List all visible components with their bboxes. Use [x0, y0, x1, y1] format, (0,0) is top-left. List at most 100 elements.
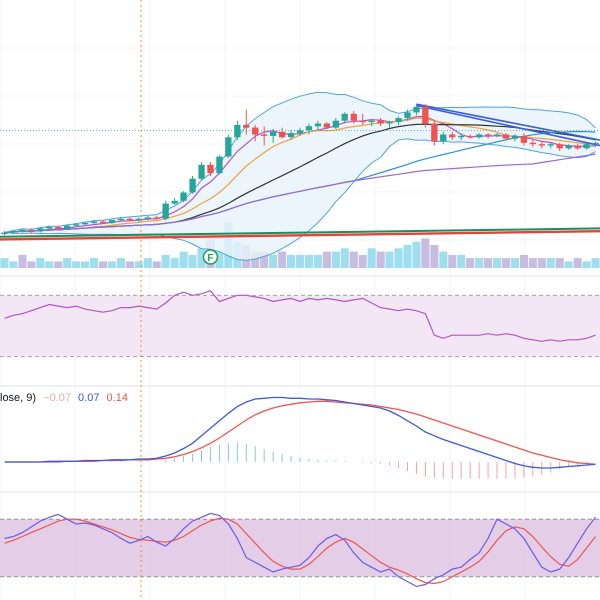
- candle-body: [458, 135, 465, 138]
- histogram-value: 0.14: [106, 392, 128, 404]
- volume-bar: [215, 251, 224, 268]
- volume-bar: [152, 261, 161, 268]
- earnings-flag-icon: [202, 249, 219, 265]
- candle-body: [583, 144, 590, 149]
- candle-body: [377, 120, 384, 124]
- volume-bar: [81, 261, 90, 268]
- volume-bar: [0, 258, 9, 268]
- candle-body: [386, 122, 393, 124]
- volume-bar: [349, 251, 358, 268]
- volume-bar: [125, 261, 134, 268]
- volume-bar: [564, 261, 573, 268]
- volume-bar: [519, 254, 528, 268]
- candle-body: [493, 134, 501, 136]
- volume-bar: [179, 251, 188, 268]
- candle-body: [64, 225, 71, 229]
- candle-body: [90, 221, 98, 223]
- macd-value: −0.07: [43, 392, 71, 404]
- volume-bar: [582, 261, 591, 268]
- candle-body: [395, 118, 402, 123]
- volume-bar: [403, 245, 412, 268]
- candle-body: [1, 232, 8, 234]
- macd-legend-prefix: lose, 9): [0, 392, 37, 404]
- volume-bar: [358, 254, 367, 268]
- volume-bar: [484, 258, 493, 268]
- volume-bar: [143, 258, 152, 268]
- candle-body: [502, 134, 510, 139]
- ma-60-line: [4, 153, 596, 234]
- volume-bar: [537, 258, 546, 268]
- candle-body: [261, 134, 268, 136]
- candle-body: [279, 131, 286, 138]
- candle-body: [99, 221, 107, 223]
- candle-body: [225, 137, 232, 157]
- macd-line: [4, 396, 596, 469]
- volume-bar: [269, 254, 278, 268]
- volume-bar: [331, 251, 340, 268]
- bollinger-upper: [4, 91, 596, 234]
- candle-body: [305, 126, 313, 131]
- candle-body: [565, 145, 572, 149]
- volume-bar: [394, 248, 403, 268]
- volume-bar: [72, 261, 81, 268]
- volume-bar: [287, 254, 296, 268]
- candle-body: [484, 134, 492, 136]
- volume-bar: [188, 254, 197, 268]
- macd-pane: [4, 396, 596, 479]
- candle-body: [314, 123, 322, 127]
- candle-body: [46, 227, 53, 229]
- volume-bar: [36, 258, 45, 268]
- candle-body: [296, 130, 304, 134]
- volume-bar: [9, 261, 18, 268]
- volume-bar: [528, 258, 537, 268]
- volume-bar: [116, 258, 125, 268]
- volume-bar: [161, 254, 170, 268]
- volume-bar: [251, 251, 260, 268]
- candle-body: [216, 156, 223, 174]
- candle-body: [538, 144, 545, 146]
- volume-bar: [439, 251, 448, 268]
- candle-body: [144, 217, 151, 219]
- candle-body: [476, 134, 483, 138]
- stochastic-band: [0, 519, 600, 577]
- ma-long-green-line: [0, 227, 600, 238]
- ma-long-red-line: [0, 229, 600, 241]
- volume-bar: [90, 258, 99, 268]
- candle-body: [467, 135, 474, 138]
- signal-value: 0.07: [78, 392, 100, 404]
- candle-body: [126, 218, 133, 221]
- volume-bar: [260, 251, 269, 268]
- candle-body: [135, 218, 142, 221]
- candle-body: [547, 144, 554, 146]
- candle-body: [529, 142, 536, 145]
- candle-body: [252, 127, 259, 135]
- volume-bar: [134, 261, 143, 268]
- rsi-line: [4, 289, 596, 342]
- volume-bar: [313, 254, 322, 268]
- volume-bar: [278, 251, 287, 268]
- volume-bar: [457, 254, 466, 268]
- stochastic-d-line: [4, 517, 596, 585]
- volume-bar: [430, 245, 439, 268]
- volume-bar: [501, 258, 510, 268]
- stochastic-pane: [0, 512, 600, 588]
- volume-bar: [493, 258, 502, 268]
- candle-body: [413, 106, 420, 113]
- candle-body: [171, 200, 178, 204]
- candle-body: [574, 145, 581, 149]
- candle-body: [10, 231, 17, 233]
- volume-bar: [45, 261, 54, 268]
- volume-bar: [54, 261, 63, 268]
- volume-bar: [170, 258, 179, 268]
- volume-bar: [296, 254, 305, 268]
- volume-bar: [27, 261, 36, 268]
- candle-body: [117, 218, 125, 221]
- volume-bar: [63, 258, 72, 268]
- candle-body: [243, 124, 250, 128]
- volume-bar: [591, 258, 600, 268]
- stochastic-k-line: [4, 512, 596, 588]
- candle-body: [431, 123, 438, 142]
- volume-bar: [475, 258, 484, 268]
- volume-bar: [367, 248, 376, 268]
